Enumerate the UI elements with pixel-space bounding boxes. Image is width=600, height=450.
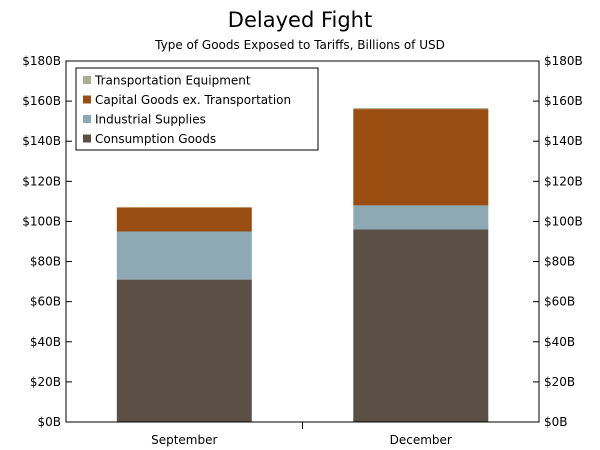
legend-label: Consumption Goods: [95, 132, 216, 146]
y-tick-label-left: $20B: [30, 375, 61, 389]
legend-swatch: [83, 95, 91, 104]
y-tick-label-left: $140B: [22, 134, 61, 148]
y-tick-label-left: $80B: [30, 255, 61, 269]
bar-segment: [353, 109, 489, 206]
y-tick-label-left: $40B: [30, 335, 61, 349]
chart-title: Delayed Fight: [227, 8, 373, 32]
bars-layer: [116, 108, 489, 422]
bar-segment: [116, 279, 252, 422]
y-tick-label-left: $160B: [22, 94, 61, 108]
y-tick-label-right: $100B: [544, 214, 583, 228]
x-tick-label: September: [151, 433, 217, 447]
y-tick-label-right: $80B: [544, 255, 575, 269]
y-tick-label-left: $60B: [30, 295, 61, 309]
bar-segment: [353, 108, 489, 110]
bar-segment: [353, 205, 489, 230]
legend-label: Industrial Supplies: [95, 113, 206, 127]
y-tick-label-right: $160B: [544, 94, 583, 108]
axes-layer: September December $0B $0B $20B $20B $40B $40B $…: [22, 54, 583, 447]
bar-segment: [116, 231, 252, 280]
y-tick-label-right: $20B: [544, 375, 575, 389]
bar-segment: [116, 207, 252, 232]
bar-segment: [353, 229, 489, 422]
y-tick-label-left: $180B: [22, 54, 61, 68]
y-tick-label-left: $100B: [22, 214, 61, 228]
y-tick-label-right: $140B: [544, 134, 583, 148]
y-tick-label-right: $120B: [544, 174, 583, 188]
legend: Transportation Equipment Capital Goods ex…: [75, 67, 319, 151]
legend-box: [75, 67, 319, 151]
y-tick-label-right: $60B: [544, 295, 575, 309]
y-tick-label-right: $40B: [544, 335, 575, 349]
legend-label: Capital Goods ex. Transportation: [95, 93, 291, 107]
x-tick-label: December: [390, 433, 452, 447]
y-tick-label-right: $0B: [544, 415, 568, 429]
y-tick-label-right: $180B: [544, 54, 583, 68]
legend-swatch: [83, 115, 91, 123]
legend-label: Transportation Equipment: [94, 74, 251, 88]
y-tick-label-left: $120B: [22, 174, 61, 188]
legend-swatch: [83, 134, 91, 143]
chart-subtitle: Type of Goods Exposed to Tariffs, Billio…: [155, 38, 445, 52]
y-tick-label-left: $0B: [37, 415, 61, 429]
legend-swatch: [83, 76, 91, 84]
